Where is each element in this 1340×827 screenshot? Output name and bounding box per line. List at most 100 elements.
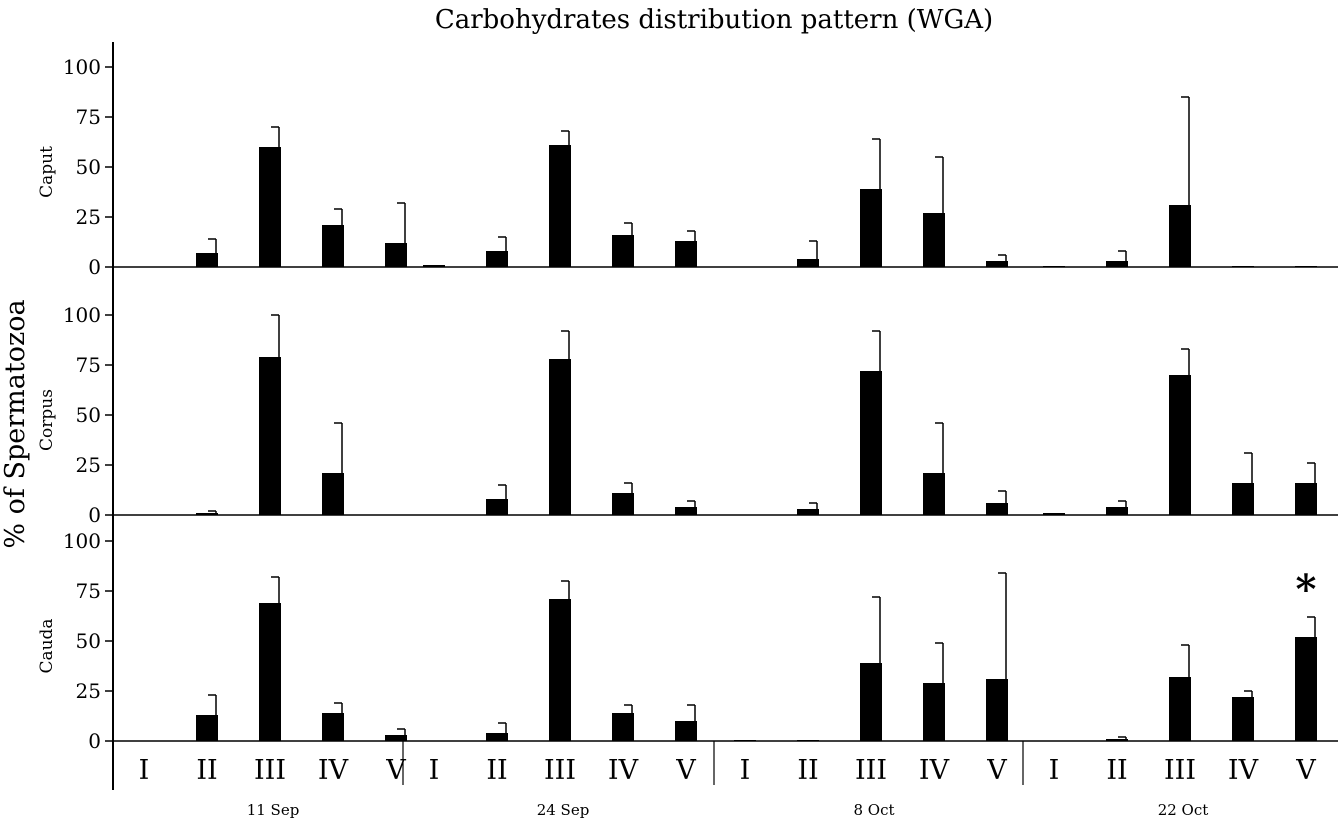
category-label: I: [429, 755, 440, 786]
y-axis-label: % of Spermatozoa: [0, 299, 31, 548]
panel-caput: 0 25 50 75 100 Caput: [37, 55, 1338, 279]
bar: [549, 599, 571, 741]
bar: [549, 145, 571, 267]
bar: [675, 721, 697, 741]
bar: [675, 241, 697, 267]
bar: [1043, 513, 1065, 515]
bar: [1043, 266, 1065, 267]
category-label: I: [1049, 755, 1060, 786]
bar: [385, 243, 407, 267]
panel-label: Cauda: [37, 618, 57, 673]
y-tick-label: 100: [63, 303, 101, 327]
group-label: 24 Sep: [537, 801, 590, 819]
bar: [923, 213, 945, 267]
panel-label: Caput: [37, 146, 57, 198]
bar: [1232, 483, 1254, 515]
bar: [322, 713, 344, 741]
category-label: IV: [1228, 755, 1259, 786]
y-tick-label: 50: [76, 155, 101, 179]
bar: [196, 715, 218, 741]
bar: [612, 713, 634, 741]
chart-panels: 0 25 50 75 100 Caput 0 25 50 75 100 Corpus 0 25 50 75 10…: [37, 42, 1338, 790]
group-label: 8 Oct: [853, 801, 894, 819]
bar: [486, 251, 508, 267]
bar: [322, 473, 344, 515]
bar: [1295, 637, 1317, 741]
bar: [1169, 205, 1191, 267]
bar: [196, 253, 218, 267]
bar: [1106, 261, 1128, 267]
category-label: V: [385, 755, 406, 786]
bar: [675, 507, 697, 515]
category-label: V: [986, 755, 1007, 786]
bar: [259, 603, 281, 741]
bar: [486, 733, 508, 741]
bar: [797, 259, 819, 267]
category-label: IV: [608, 755, 639, 786]
bar: [549, 359, 571, 515]
y-tick-label: 0: [88, 255, 101, 279]
bar: [1106, 507, 1128, 515]
significance-marker: *: [1296, 566, 1317, 613]
category-label: II: [797, 755, 818, 786]
category-label: V: [1295, 755, 1316, 786]
category-label: III: [544, 755, 576, 786]
panel-label: Corpus: [37, 389, 57, 451]
bar: [612, 493, 634, 515]
y-tick-label: 25: [76, 679, 101, 703]
y-tick-label: 0: [88, 729, 101, 753]
bar: [259, 357, 281, 515]
category-label: I: [740, 755, 751, 786]
group-label: 11 Sep: [247, 801, 300, 819]
chart-title: Carbohydrates distribution pattern (WGA): [435, 5, 993, 35]
category-label: IV: [318, 755, 349, 786]
bar: [1232, 697, 1254, 741]
bar: [860, 663, 882, 741]
bar: [860, 189, 882, 267]
bar: [1106, 739, 1128, 741]
y-tick-label: 25: [76, 205, 101, 229]
bar: [1232, 266, 1254, 267]
category-label: IV: [919, 755, 950, 786]
bar: [385, 735, 407, 741]
category-label: I: [139, 755, 150, 786]
bar: [986, 261, 1008, 267]
category-label: III: [1164, 755, 1196, 786]
category-label: III: [254, 755, 286, 786]
panel-cauda: 0 25 50 75 100 Cauda *: [37, 529, 1338, 753]
bar: [1169, 375, 1191, 515]
panel-corpus: 0 25 50 75 100 Corpus: [37, 303, 1338, 527]
group-label: 22 Oct: [1158, 801, 1209, 819]
bar: [797, 509, 819, 515]
bar: [860, 371, 882, 515]
y-tick-label: 100: [63, 529, 101, 553]
bar: [322, 225, 344, 267]
y-tick-label: 75: [76, 579, 101, 603]
bar: [1295, 483, 1317, 515]
y-tick-label: 50: [76, 629, 101, 653]
y-tick-label: 75: [76, 353, 101, 377]
category-label: II: [486, 755, 507, 786]
bar: [1169, 677, 1191, 741]
bar: [486, 499, 508, 515]
y-tick-label: 50: [76, 403, 101, 427]
bar: [986, 679, 1008, 741]
category-label: II: [196, 755, 217, 786]
bar: [612, 235, 634, 267]
bar: [923, 473, 945, 515]
bar: [734, 740, 756, 741]
category-label: III: [855, 755, 887, 786]
bar: [259, 147, 281, 267]
y-tick-label: 0: [88, 503, 101, 527]
bar: [986, 503, 1008, 515]
bar: [423, 265, 445, 267]
bar: [1295, 266, 1317, 267]
category-label: II: [1106, 755, 1127, 786]
category-label: V: [675, 755, 696, 786]
bar: [196, 513, 218, 515]
y-tick-label: 25: [76, 453, 101, 477]
bar: [797, 740, 819, 741]
bar: [923, 683, 945, 741]
